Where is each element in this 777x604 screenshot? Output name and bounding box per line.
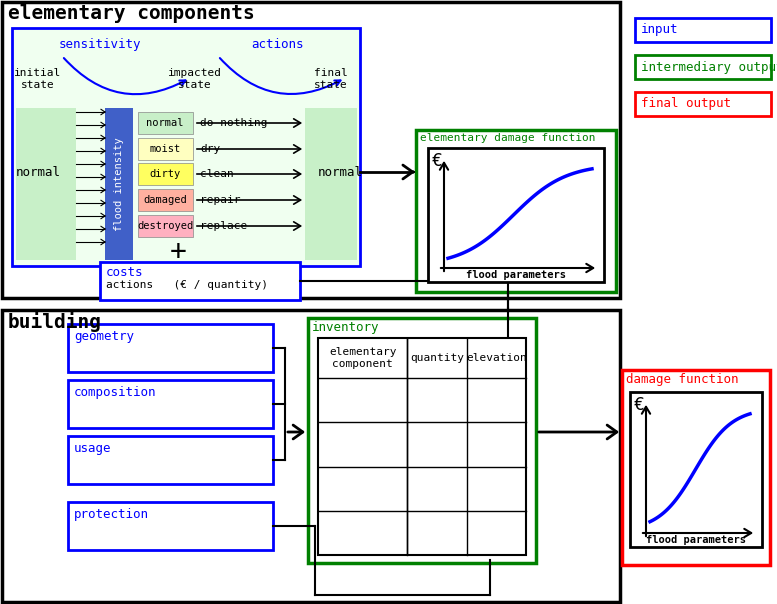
Text: normal: normal — [16, 165, 61, 179]
Text: final output: final output — [641, 97, 731, 111]
Text: elementary components: elementary components — [8, 4, 255, 23]
Text: costs: costs — [106, 266, 144, 279]
Text: €: € — [634, 396, 645, 414]
Text: flood parameters: flood parameters — [466, 270, 566, 280]
Text: elementary damage function: elementary damage function — [420, 133, 595, 143]
Bar — [138, 215, 193, 237]
Text: sensitivity: sensitivity — [59, 38, 141, 51]
Bar — [138, 189, 193, 211]
Bar — [68, 324, 273, 372]
Text: damage function: damage function — [626, 373, 738, 386]
Text: clean: clean — [200, 169, 234, 179]
Bar — [318, 338, 526, 555]
Text: elementary
component: elementary component — [329, 347, 396, 369]
Text: elevation: elevation — [466, 353, 527, 363]
Bar — [2, 310, 620, 602]
Text: +: + — [169, 238, 186, 266]
Text: damaged: damaged — [143, 195, 187, 205]
Text: geometry: geometry — [74, 330, 134, 343]
Text: protection: protection — [74, 508, 149, 521]
Text: flood intensity: flood intensity — [114, 137, 124, 231]
Text: usage: usage — [74, 442, 112, 455]
Bar — [416, 130, 616, 292]
Text: €: € — [432, 152, 443, 170]
Text: flood parameters: flood parameters — [646, 535, 746, 545]
Text: input: input — [641, 24, 678, 36]
Text: actions: actions — [252, 38, 305, 51]
Bar — [138, 163, 193, 185]
Bar — [630, 392, 762, 547]
Bar — [138, 138, 193, 160]
Text: repair: repair — [200, 195, 241, 205]
Bar — [428, 148, 604, 282]
Text: impacted
state: impacted state — [168, 68, 222, 89]
Text: final
state: final state — [314, 68, 348, 89]
Text: moist: moist — [149, 144, 180, 154]
Text: building: building — [8, 312, 102, 332]
Text: do nothing: do nothing — [200, 118, 267, 128]
Text: normal: normal — [318, 165, 363, 179]
Text: initial
state: initial state — [15, 68, 61, 89]
Text: inventory: inventory — [312, 321, 379, 334]
Bar — [68, 436, 273, 484]
Bar — [100, 262, 300, 300]
Bar — [16, 108, 76, 260]
Text: actions   (€ / quantity): actions (€ / quantity) — [106, 280, 268, 290]
Text: intermediary output: intermediary output — [641, 60, 777, 74]
Bar — [68, 502, 273, 550]
Bar — [305, 108, 357, 260]
Text: dirty: dirty — [149, 169, 180, 179]
Bar — [622, 370, 770, 565]
Bar — [138, 112, 193, 134]
Bar — [2, 2, 620, 298]
Text: destroyed: destroyed — [137, 221, 193, 231]
Bar — [635, 18, 771, 42]
Text: dry: dry — [200, 144, 220, 154]
Text: composition: composition — [74, 386, 156, 399]
Bar — [635, 92, 771, 116]
Text: replace: replace — [200, 221, 247, 231]
Bar — [308, 318, 536, 563]
Text: normal: normal — [146, 118, 183, 128]
Text: quantity: quantity — [410, 353, 464, 363]
Bar — [635, 55, 771, 79]
Bar — [12, 28, 360, 266]
Bar — [68, 380, 273, 428]
Bar — [105, 108, 133, 260]
